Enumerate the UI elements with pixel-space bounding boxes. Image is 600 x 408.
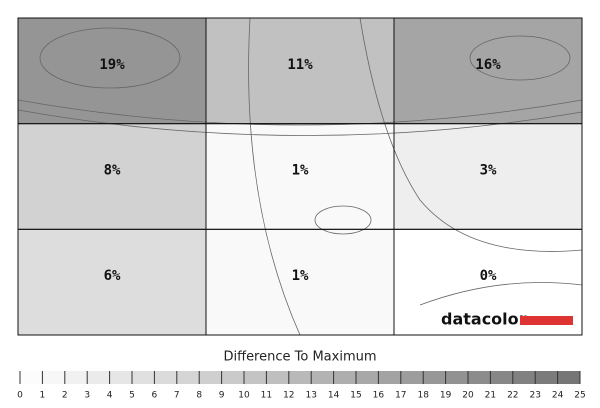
colorbar-swatch — [64, 371, 88, 384]
colorbar: 0 1 2 3 4 5 6 7 8 9 10 11 12 13 14 15 16 17 18 19 20 21 22 23 24… — [17, 371, 586, 401]
colorbar-tick-label: 10 — [238, 391, 250, 401]
colorbar-swatch — [535, 371, 558, 384]
cell — [206, 229, 394, 335]
brand-bar — [520, 316, 573, 325]
cell-borders — [17, 17, 583, 336]
cell — [394, 18, 582, 124]
colorbar-tick-label: 5 — [129, 391, 135, 401]
colorbar-tick-label: 18 — [417, 391, 429, 401]
cell-label: 16% — [475, 57, 501, 73]
colorbar-swatch — [244, 371, 267, 384]
colorbar-tick-label: 25 — [574, 391, 585, 401]
cell-label: 1% — [292, 163, 309, 179]
colorbar-title: Difference To Maximum — [223, 350, 376, 365]
colorbar-swatch — [176, 371, 200, 384]
colorbar-tick-label: 21 — [485, 391, 496, 401]
colorbar-swatch — [356, 371, 379, 384]
colorbar-tick-label: 11 — [261, 391, 272, 401]
colorbar-tick-label: 0 — [17, 391, 23, 401]
cell-label: 19% — [99, 57, 125, 73]
colorbar-tick-label: 24 — [552, 391, 564, 401]
cell — [18, 229, 206, 335]
cell-label: 0% — [480, 268, 497, 284]
colorbar-tick-label: 6 — [152, 391, 158, 401]
cell-border — [393, 228, 583, 336]
colorbar-swatch — [468, 371, 491, 384]
cell-label: 11% — [287, 57, 313, 73]
colorbar-tick-label: 3 — [84, 391, 90, 401]
colorbar-swatch — [87, 371, 110, 384]
colorbar-tick-label: 19 — [440, 391, 452, 401]
cell — [394, 123, 582, 230]
colorbar-swatch — [378, 371, 401, 384]
colorbar-swatch — [266, 371, 289, 384]
cell — [206, 123, 394, 230]
colorbar-tick-label: 4 — [107, 391, 113, 401]
colorbar-swatch — [423, 371, 446, 384]
colorbar-tick-label: 8 — [196, 391, 202, 401]
colorbar-swatch — [221, 371, 244, 384]
colorbar-swatch — [42, 371, 65, 384]
cell-label: 6% — [104, 268, 121, 284]
colorbar-tick-label: 20 — [462, 391, 474, 401]
colorbar-tick-label: 9 — [219, 391, 225, 401]
colorbar-swatch — [311, 371, 334, 384]
colorbar-tick-label: 16 — [373, 391, 385, 401]
colorbar-swatch — [557, 371, 580, 384]
colorbar-tick-label: 12 — [283, 391, 294, 401]
colorbar-swatch — [400, 371, 424, 384]
colorbar-tick-label: 14 — [328, 391, 340, 401]
colorbar-swatch — [199, 371, 222, 384]
brand-logo: datacolor — [441, 310, 527, 329]
colorbar-tick-label: 1 — [40, 391, 46, 401]
cell-label: 3% — [480, 163, 497, 179]
colorbar-tick-label: 17 — [395, 391, 406, 401]
colorbar-tick-label: 13 — [305, 391, 316, 401]
colorbar-swatch — [512, 371, 536, 384]
cell — [18, 123, 206, 230]
cell — [18, 18, 206, 124]
colorbar-swatch — [445, 371, 468, 384]
colorbar-swatch — [109, 371, 132, 384]
colorbar-swatch — [154, 371, 177, 384]
colorbar-tick-label: 15 — [350, 391, 361, 401]
colorbar-tick-label: 7 — [174, 391, 180, 401]
colorbar-swatch — [333, 371, 356, 384]
colorbar-tick-label: 2 — [62, 391, 68, 401]
colorbar-tick-label: 23 — [529, 391, 540, 401]
colorbar-tick-label: 22 — [507, 391, 518, 401]
colorbar-swatch — [288, 371, 312, 384]
cell-label: 1% — [292, 268, 309, 284]
cell-label: 8% — [104, 163, 121, 179]
colorbar-swatch — [490, 371, 513, 384]
colorbar-swatch — [132, 371, 155, 384]
colorbar-swatch — [20, 371, 43, 384]
